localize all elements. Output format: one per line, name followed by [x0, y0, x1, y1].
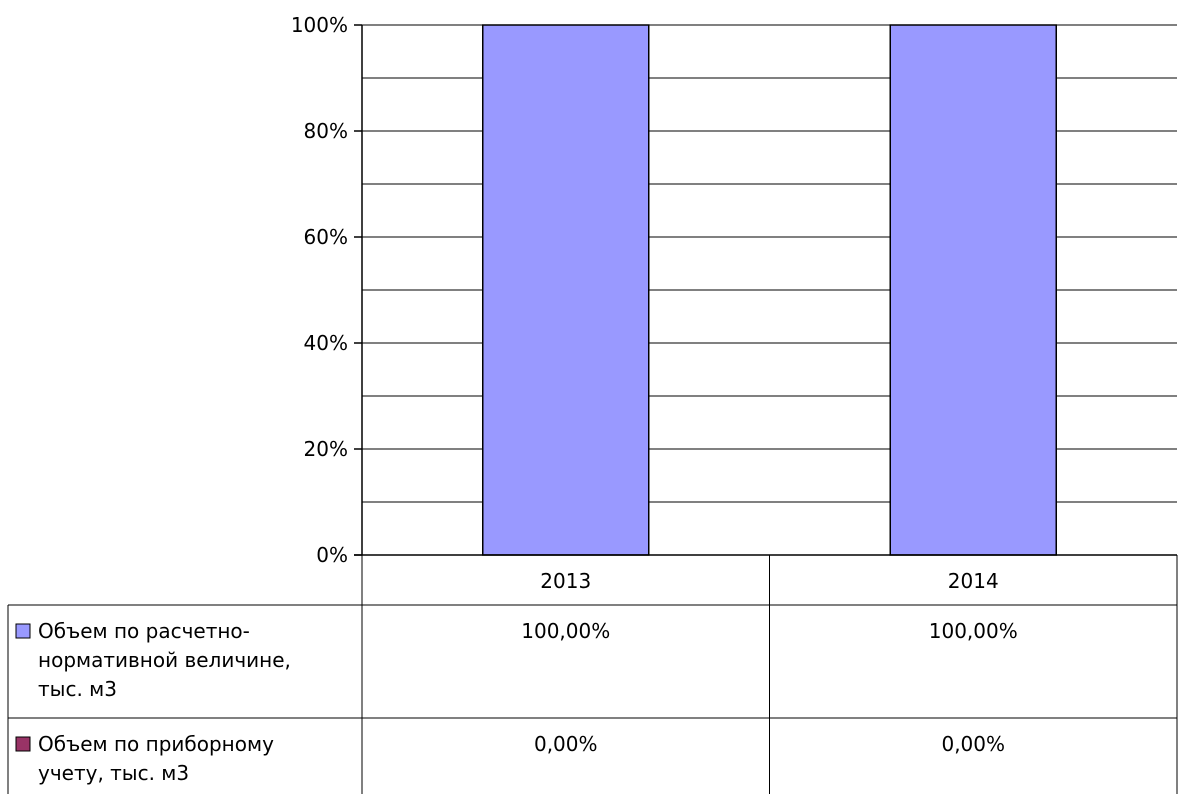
- bar-2013-series-1: [482, 24, 650, 556]
- data-table-value: 100,00%: [521, 619, 610, 643]
- y-tick-label: 0%: [316, 543, 348, 567]
- data-table-value: 0,00%: [534, 732, 598, 756]
- bars: [482, 24, 1057, 556]
- x-category-label: 2013: [540, 569, 591, 593]
- y-tick-label: 20%: [304, 437, 348, 461]
- y-tick-label: 80%: [304, 119, 348, 143]
- bar-2014-series-1: [889, 24, 1057, 556]
- y-tick-label: 60%: [304, 225, 348, 249]
- data-table-value: 100,00%: [929, 619, 1018, 643]
- y-axis-tick-labels: 0% 20% 40% 60% 80% 100%: [291, 13, 348, 567]
- data-table: 2013 2014 Объем по расчетно-нормативной ве…: [7, 554, 1178, 794]
- data-table-value: 0,00%: [941, 732, 1005, 756]
- axes: [354, 24, 363, 556]
- y-tick-label: 100%: [291, 13, 348, 37]
- x-category-label: 2014: [948, 569, 999, 593]
- legend-key-series-2: [15, 736, 31, 752]
- y-tick-label: 40%: [304, 331, 348, 355]
- legend-label-series-1: Объем по расчетно-нормативной величине, т…: [38, 619, 291, 701]
- legend-key-series-1: [15, 623, 31, 639]
- legend-label-series-2: Объем по приборному учету, тыс. м3: [38, 732, 274, 785]
